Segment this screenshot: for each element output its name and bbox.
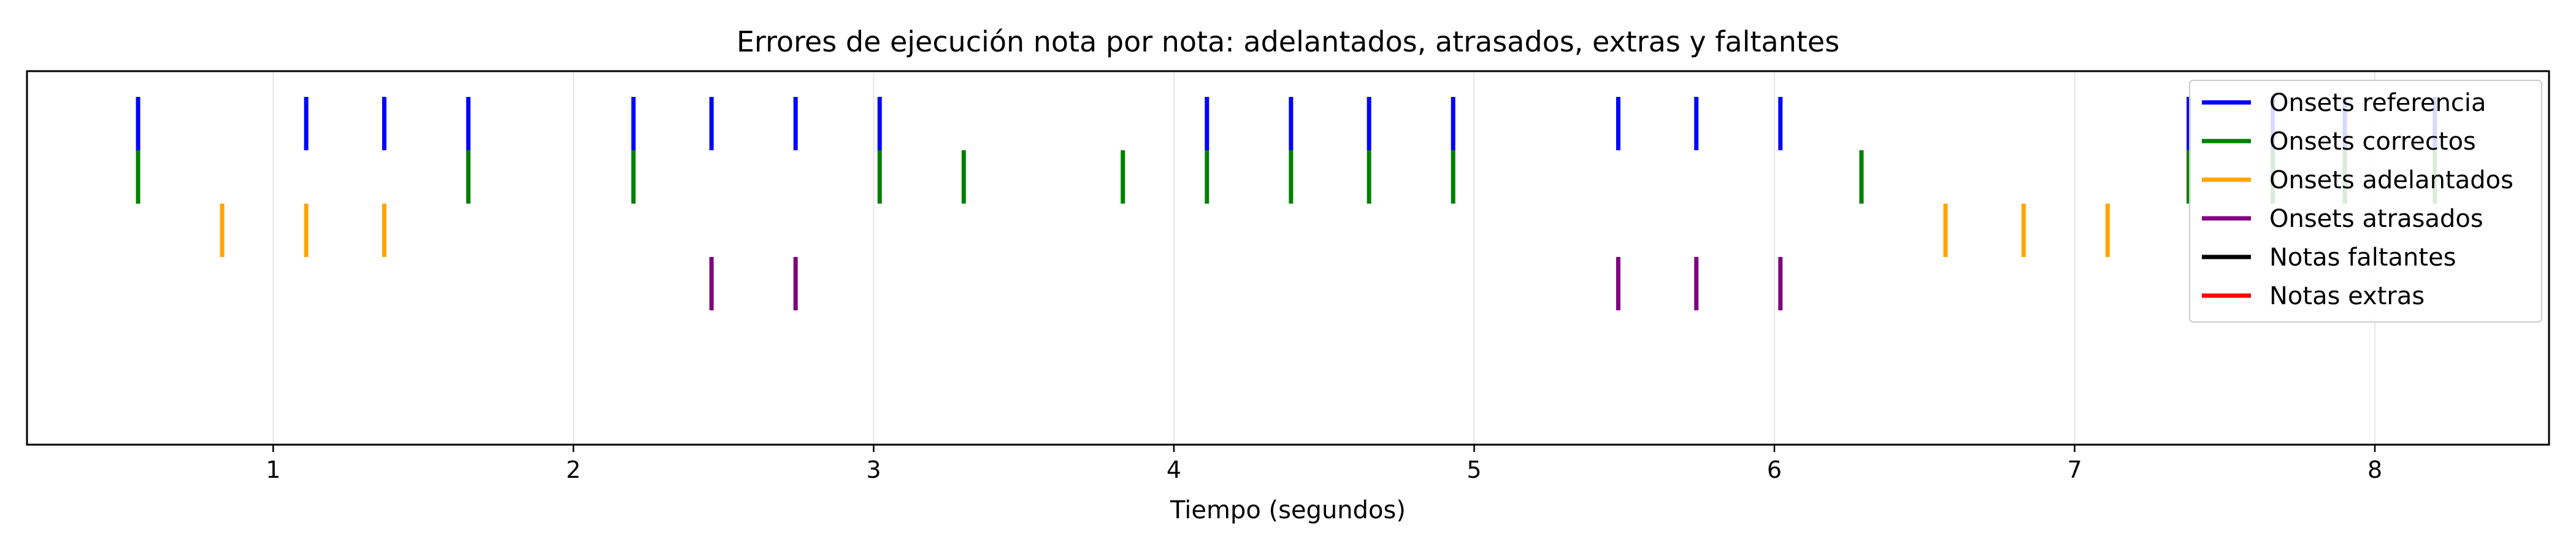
plot-frame: [26, 70, 2550, 446]
legend-label-0: Onsets referencia: [2269, 89, 2486, 117]
x-tick-label-2: 2: [566, 456, 581, 483]
legend-label-5: Notas extras: [2269, 282, 2425, 310]
x-tick-label-5: 5: [1466, 456, 1481, 483]
x-tick-label-7: 7: [2067, 456, 2082, 483]
chart-title: Errores de ejecución nota por nota: adel…: [737, 25, 1839, 58]
legend-box: [2189, 80, 2542, 323]
legend: Onsets referencia Onsets correctos Onsets …: [2189, 80, 2542, 323]
legend-label-3: Onsets atrasados: [2269, 205, 2483, 233]
event-marks: [136, 97, 2437, 310]
grid-lines: [272, 71, 2376, 445]
x-tick-label-6: 6: [1767, 456, 1782, 483]
x-tick-label-1: 1: [266, 456, 280, 483]
x-tick-label-3: 3: [866, 456, 881, 483]
x-tick-label-4: 4: [1167, 456, 1181, 483]
x-tick-label-8: 8: [2367, 456, 2382, 483]
legend-label-4: Notas faltantes: [2269, 243, 2456, 272]
legend-label-1: Onsets correctos: [2269, 128, 2476, 156]
x-axis-label: Tiempo (segundos): [1170, 496, 1406, 524]
legend-label-2: Onsets adelantados: [2269, 166, 2513, 194]
x-axis-ticks: 1 2 3 4 5 6 7 8: [266, 445, 2382, 483]
